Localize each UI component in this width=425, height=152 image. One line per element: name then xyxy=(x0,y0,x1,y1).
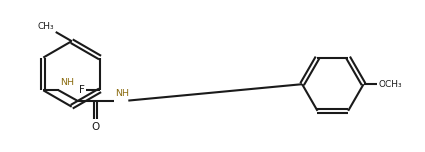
Text: O: O xyxy=(91,122,99,132)
Text: OCH₃: OCH₃ xyxy=(379,80,402,89)
Text: F: F xyxy=(79,85,85,95)
Text: CH₃: CH₃ xyxy=(37,22,54,31)
Text: NH: NH xyxy=(115,88,129,97)
Text: NH: NH xyxy=(60,78,74,87)
